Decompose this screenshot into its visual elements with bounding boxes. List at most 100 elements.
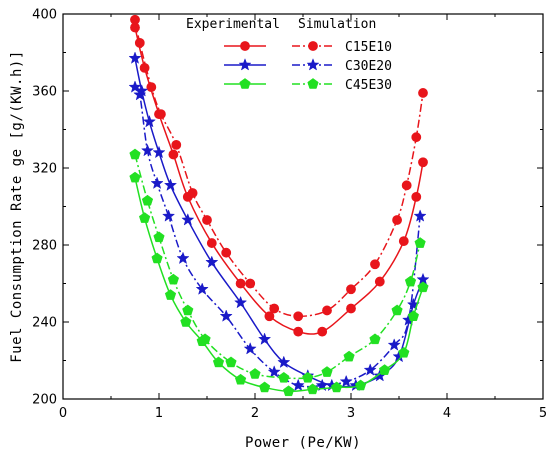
x-tick-label: 2 <box>251 406 259 421</box>
x-tick-label: 3 <box>347 406 355 421</box>
point-c15e10-simulation <box>156 109 166 119</box>
legend-marker-experimental <box>239 78 251 89</box>
point-c15e10-simulation <box>134 37 145 48</box>
point-c45e30-simulation <box>414 237 426 248</box>
series-c15e10-experimental <box>130 22 428 337</box>
point-c15e10-simulation <box>411 132 422 143</box>
x-tick-label: 1 <box>155 406 163 421</box>
point-c30e20-simulation <box>176 251 190 265</box>
point-c15e10-simulation <box>418 88 428 98</box>
point-c45e30-simulation <box>225 356 237 368</box>
point-c45e30-simulation <box>404 275 417 287</box>
point-c45e30-experimental <box>330 381 343 393</box>
point-c30e20-simulation <box>413 209 427 222</box>
point-c15e10-experimental <box>346 303 356 314</box>
y-tick-label: 320 <box>32 162 57 177</box>
point-c30e20-simulation <box>195 282 209 295</box>
point-c15e10-simulation <box>269 303 280 314</box>
series-c45e30-experimental <box>129 171 429 397</box>
series-c45e30-simulation <box>129 148 426 383</box>
point-c30e20-simulation <box>219 309 233 322</box>
point-c15e10-experimental <box>206 238 217 248</box>
point-c45e30-experimental <box>398 346 410 358</box>
point-c30e20-experimental <box>163 178 178 191</box>
point-c30e20-simulation <box>387 338 401 351</box>
legend-marker-experimental <box>240 41 250 51</box>
point-c30e20-experimental <box>277 355 291 369</box>
point-c15e10-simulation <box>322 305 332 316</box>
legend-marker-simulation <box>308 41 318 51</box>
point-c15e10-experimental <box>235 278 246 289</box>
point-c15e10-experimental <box>139 63 150 73</box>
point-c45e30-simulation <box>167 273 180 285</box>
point-c30e20-experimental <box>258 332 272 345</box>
legend-header-simulation: Simulation <box>298 17 376 32</box>
point-c30e20-simulation <box>339 374 353 388</box>
x-tick-label: 5 <box>539 406 547 421</box>
point-c45e30-simulation <box>249 368 261 379</box>
point-c30e20-simulation <box>140 143 155 157</box>
point-c15e10-simulation <box>346 284 356 295</box>
point-c15e10-simulation <box>130 14 140 25</box>
point-c30e20-experimental <box>128 51 142 64</box>
point-c45e30-simulation <box>278 371 290 383</box>
legend-label: C45E30 <box>345 78 392 93</box>
point-c45e30-simulation <box>182 304 194 316</box>
point-c15e10-experimental <box>411 191 422 202</box>
legend-entry-c15e10: C15E10 <box>224 40 392 55</box>
point-c45e30-experimental <box>151 252 163 264</box>
x-tick-label: 4 <box>443 406 451 421</box>
y-axis-title: Fuel Consumption Rate ge [g/(KW.h)] <box>9 50 25 363</box>
x-tick-label: 0 <box>59 406 67 421</box>
point-c45e30-simulation <box>321 366 333 377</box>
point-c45e30-experimental <box>407 310 420 322</box>
point-c30e20-experimental <box>234 295 248 309</box>
point-c45e30-experimental <box>180 316 192 327</box>
point-c45e30-experimental <box>354 379 367 391</box>
point-c45e30-simulation <box>302 371 314 383</box>
point-c30e20-simulation <box>267 365 281 378</box>
y-tick-label: 400 <box>32 8 57 23</box>
point-c45e30-experimental <box>258 381 271 393</box>
point-c45e30-experimental <box>417 281 429 293</box>
line-c45e30-simulation <box>134 154 421 380</box>
legend-entry-c45e30: C45E30 <box>224 78 392 93</box>
point-c15e10-experimental <box>317 326 328 337</box>
y-tick-label: 360 <box>32 85 57 100</box>
legend-marker-simulation <box>307 78 319 89</box>
point-c15e10-simulation <box>293 311 304 322</box>
point-c30e20-experimental <box>181 213 195 226</box>
point-c15e10-simulation <box>146 82 157 93</box>
point-c15e10-experimental <box>398 236 409 247</box>
point-c15e10-experimental <box>374 276 385 287</box>
point-c45e30-simulation <box>369 333 381 345</box>
point-c15e10-simulation <box>202 215 212 225</box>
point-c15e10-simulation <box>187 188 198 198</box>
point-c30e20-simulation <box>150 176 164 189</box>
legend-marker-experimental <box>238 58 252 71</box>
y-tick-label: 280 <box>32 239 57 254</box>
point-c15e10-experimental <box>418 157 428 168</box>
point-c30e20-simulation <box>243 342 257 355</box>
legend-label: C30E20 <box>345 59 392 74</box>
point-c15e10-experimental <box>168 149 179 160</box>
point-c15e10-simulation <box>370 259 380 270</box>
point-c45e30-experimental <box>212 356 225 368</box>
point-c15e10-simulation <box>401 180 412 191</box>
legend-entry-c30e20: C30E20 <box>224 58 392 74</box>
point-c15e10-experimental <box>293 326 304 337</box>
plot-frame <box>62 13 544 400</box>
point-c45e30-simulation <box>343 350 355 362</box>
point-c30e20-simulation <box>291 378 305 392</box>
point-c45e30-experimental <box>164 289 177 300</box>
point-c30e20-experimental <box>205 255 219 268</box>
point-c45e30-experimental <box>129 171 141 183</box>
series-c15e10-simulation <box>130 14 428 322</box>
series-layer <box>128 14 430 397</box>
point-c15e10-simulation <box>221 247 232 258</box>
series-c30e20-simulation <box>128 80 427 392</box>
series-c30e20-experimental <box>128 51 430 392</box>
point-c30e20-experimental <box>152 145 166 159</box>
point-c15e10-experimental <box>264 311 275 322</box>
